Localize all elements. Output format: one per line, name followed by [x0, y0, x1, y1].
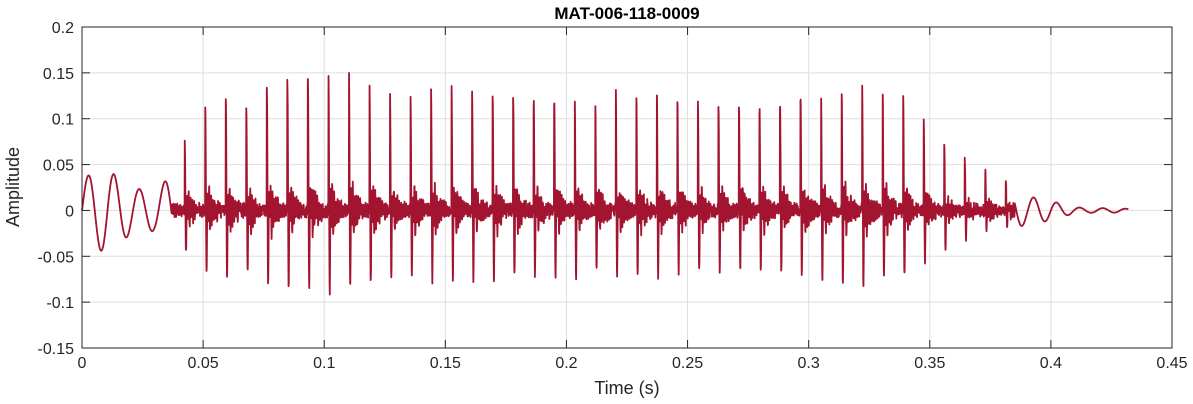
y-tick-label: 0.05 — [43, 158, 74, 175]
y-tick-label: 0.2 — [52, 20, 74, 37]
y-tick-label: 0 — [65, 203, 74, 220]
x-tick-labels: 0 0.05 0.1 0.15 0.2 0.25 0.3 0.35 0.4 0.45 — [78, 355, 1188, 372]
y-tick-label: 0.1 — [52, 112, 74, 129]
x-axis-label: Time (s) — [594, 378, 659, 398]
x-tick-label: 0.3 — [798, 355, 820, 372]
plot-axes-box — [81, 26, 1173, 349]
x-tick-label: 0.4 — [1040, 355, 1062, 372]
chart-title: MAT-006-118-0009 — [554, 4, 699, 23]
x-tick-label: 0 — [78, 355, 87, 372]
x-tick-label: 0.45 — [1156, 355, 1187, 372]
tick-marks — [81, 26, 1173, 349]
x-tick-label: 0.2 — [555, 355, 577, 372]
plot-background — [82, 27, 1172, 348]
y-tick-label: 0.15 — [43, 66, 74, 83]
waveform-series-line — [81, 71, 1130, 296]
y-tick-label: -0.05 — [38, 249, 75, 266]
y-tick-label: -0.15 — [38, 341, 75, 358]
x-tick-label: 0.25 — [672, 355, 703, 372]
y-tick-label: -0.1 — [46, 295, 74, 312]
y-axis-label: Amplitude — [3, 147, 23, 227]
x-tick-label: 0.15 — [430, 355, 461, 372]
x-tick-label: 0.35 — [914, 355, 945, 372]
y-tick-labels: -0.15 -0.1 -0.05 0 0.05 0.1 0.15 0.2 — [38, 20, 75, 358]
x-tick-label: 0.05 — [188, 355, 219, 372]
x-tick-label: 0.1 — [313, 355, 335, 372]
